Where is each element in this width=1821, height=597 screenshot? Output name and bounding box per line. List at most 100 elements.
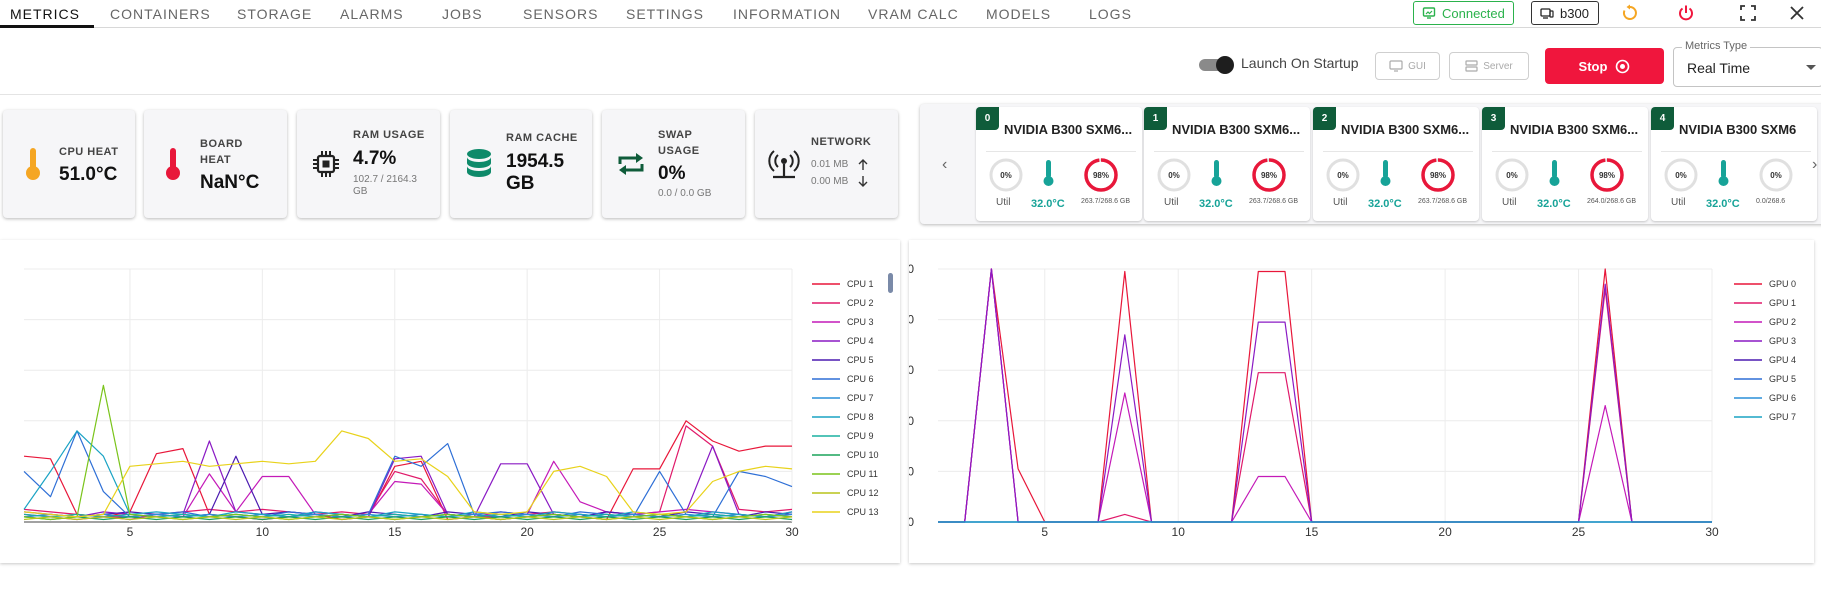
board-heat-card: BOARD HEAT NaN°C bbox=[144, 110, 287, 218]
y-tick-label: 20 bbox=[909, 464, 914, 478]
series-line bbox=[938, 268, 1712, 523]
thermometer-bulb bbox=[1380, 176, 1391, 186]
gpu-memory-gauge-text: 0% bbox=[1770, 171, 1782, 180]
gpu-usage-chart: 0 20 40 60 80 100 5 10 15 20 25 30 GPU 0 GPU 1 GPU 2 GP… bbox=[894, 262, 1796, 539]
legend-label[interactable]: GPU 7 bbox=[1769, 412, 1796, 422]
carousel-prev-button[interactable]: ‹ bbox=[942, 156, 948, 173]
x-tick-label: 30 bbox=[785, 525, 799, 539]
legend-label[interactable]: CPU 5 bbox=[847, 355, 874, 365]
close-button[interactable] bbox=[1786, 2, 1808, 24]
gpu-memory-value: 263.7/268.6 GB bbox=[1081, 198, 1131, 205]
cpu-heat-card: CPU HEAT 51.0°C bbox=[3, 110, 135, 218]
thermometer-icon bbox=[26, 148, 40, 180]
tab-logs[interactable]: LOGS bbox=[1089, 6, 1132, 22]
server-button[interactable]: Server bbox=[1449, 52, 1529, 80]
connection-status-chip[interactable]: Connected bbox=[1413, 1, 1514, 25]
legend-label[interactable]: GPU 5 bbox=[1769, 374, 1796, 384]
legend-scrollbar[interactable] bbox=[888, 273, 893, 293]
launch-on-startup-toggle[interactable] bbox=[1197, 56, 1235, 74]
gpu-card[interactable]: 2 NVIDIA B300 SXM6... Util 32.0°C 263.7/268.… bbox=[1313, 107, 1479, 221]
gpu-name: NVIDIA B300 SXM6... bbox=[1510, 122, 1639, 137]
tab-alarms[interactable]: ALARMS bbox=[340, 6, 404, 22]
series-line bbox=[938, 268, 1712, 523]
legend-label[interactable]: CPU 12 bbox=[847, 488, 879, 498]
stop-circle-icon bbox=[1616, 59, 1630, 73]
legend-label[interactable]: CPU 1 bbox=[847, 279, 874, 289]
host-chip[interactable]: b300 bbox=[1531, 1, 1599, 25]
x-tick-label: 20 bbox=[1438, 525, 1452, 539]
x-tick-label: 5 bbox=[127, 525, 134, 539]
tab-information[interactable]: INFORMATION bbox=[733, 6, 841, 22]
legend-label[interactable]: CPU 13 bbox=[847, 507, 879, 517]
x-tick-label: 30 bbox=[1705, 525, 1719, 539]
gpu-card-divider bbox=[1661, 151, 1811, 152]
database-icon bbox=[467, 149, 491, 177]
swap-usage-value: 0% bbox=[658, 163, 686, 184]
gpu-util-label: Util bbox=[1671, 197, 1686, 208]
gpu-card[interactable]: 0 NVIDIA B300 SXM6... Util 32.0°C 263.7/268.… bbox=[976, 107, 1142, 221]
gpu-index-badge: 4 bbox=[1651, 107, 1674, 130]
gpu-temp-value: 32.0°C bbox=[1031, 198, 1065, 210]
gpu-temp-value: 32.0°C bbox=[1706, 198, 1740, 210]
gpu-gauges: 0% 98% bbox=[1157, 158, 1286, 192]
chevron-down-icon bbox=[1806, 65, 1816, 70]
series-line bbox=[938, 268, 1712, 523]
gpu-card[interactable]: 3 NVIDIA B300 SXM6... Util 32.0°C 264.0/268.… bbox=[1482, 107, 1648, 221]
arrow-up-icon bbox=[858, 159, 868, 170]
gpu-memory-gauge-text: 98% bbox=[1261, 171, 1277, 180]
gpu-index-badge: 1 bbox=[1144, 107, 1167, 130]
server-icon bbox=[1465, 60, 1478, 72]
tab-containers[interactable]: CONTAINERS bbox=[110, 6, 211, 22]
gpu-card[interactable]: 1 NVIDIA B300 SXM6... Util 32.0°C 263.7/268.… bbox=[1144, 107, 1310, 221]
stop-button[interactable]: Stop bbox=[1545, 48, 1664, 84]
gpu-card[interactable]: 4 NVIDIA B300 SXM6 Util 32.0°C 0.0/268.6 0% 0% bbox=[1651, 107, 1817, 221]
legend-label[interactable]: GPU 6 bbox=[1769, 393, 1796, 403]
legend-label[interactable]: GPU 4 bbox=[1769, 355, 1796, 365]
legend-label[interactable]: GPU 1 bbox=[1769, 298, 1796, 308]
legend-label[interactable]: CPU 4 bbox=[847, 336, 874, 346]
legend-label[interactable]: CPU 11 bbox=[847, 469, 878, 479]
tab-metrics[interactable]: METRICS bbox=[10, 6, 80, 22]
restart-button[interactable] bbox=[1619, 2, 1641, 24]
legend-label[interactable]: CPU 9 bbox=[847, 431, 874, 441]
legend-label[interactable]: CPU 7 bbox=[847, 393, 874, 403]
swap-icon bbox=[618, 153, 644, 175]
thermometer-bulb bbox=[1043, 176, 1054, 186]
tab-storage[interactable]: STORAGE bbox=[237, 6, 313, 22]
tab-models[interactable]: MODELS bbox=[986, 6, 1052, 22]
gpu-index-badge: 0 bbox=[976, 107, 999, 130]
tab-settings[interactable]: SETTINGS bbox=[626, 6, 705, 22]
legend-label[interactable]: CPU 3 bbox=[847, 317, 874, 327]
carousel-next-button[interactable]: › bbox=[1812, 156, 1818, 173]
thermometer-icon bbox=[1383, 160, 1388, 178]
legend-label[interactable]: CPU 2 bbox=[847, 298, 874, 308]
fullscreen-button[interactable] bbox=[1737, 2, 1759, 24]
y-tick-label: 80 bbox=[909, 313, 914, 327]
legend-label[interactable]: GPU 3 bbox=[1769, 336, 1796, 346]
swap-usage-label-line2: USAGE bbox=[658, 145, 700, 157]
legend-label[interactable]: CPU 8 bbox=[847, 412, 874, 422]
tab-jobs[interactable]: JOBS bbox=[442, 6, 483, 22]
gpu-memory-gauge-text: 98% bbox=[1599, 171, 1615, 180]
legend-label[interactable]: GPU 2 bbox=[1769, 317, 1796, 327]
fullscreen-icon bbox=[1740, 5, 1756, 21]
network-upload: 0.01 MB bbox=[811, 159, 849, 170]
gpu-name: NVIDIA B300 SXM6... bbox=[1172, 122, 1301, 137]
legend-label[interactable]: GPU 0 bbox=[1769, 279, 1796, 289]
legend-label[interactable]: CPU 6 bbox=[847, 374, 874, 384]
metrics-type-select[interactable]: Real Time bbox=[1673, 47, 1821, 87]
gpu-memory-value: 263.7/268.6 GB bbox=[1418, 198, 1468, 205]
power-button[interactable] bbox=[1675, 2, 1697, 24]
gui-button[interactable]: GUI bbox=[1375, 52, 1440, 80]
ram-usage-detail: 102.7 / 2164.3 bbox=[353, 174, 417, 185]
thermometer-bulb bbox=[1211, 176, 1222, 186]
x-tick-label: 10 bbox=[1172, 525, 1186, 539]
network-download: 0.00 MB bbox=[811, 176, 849, 187]
ram-cache-unit: GB bbox=[506, 173, 535, 194]
ram-usage-card: RAM USAGE 4.7% 102.7 / 2164.3 GB bbox=[297, 110, 440, 218]
swap-usage-detail: 0.0 / 0.0 GB bbox=[658, 188, 712, 199]
tab-sensors[interactable]: SENSORS bbox=[523, 6, 599, 22]
legend-label[interactable]: CPU 10 bbox=[847, 450, 879, 460]
tab-vram-calc[interactable]: VRAM CALC bbox=[868, 6, 959, 22]
